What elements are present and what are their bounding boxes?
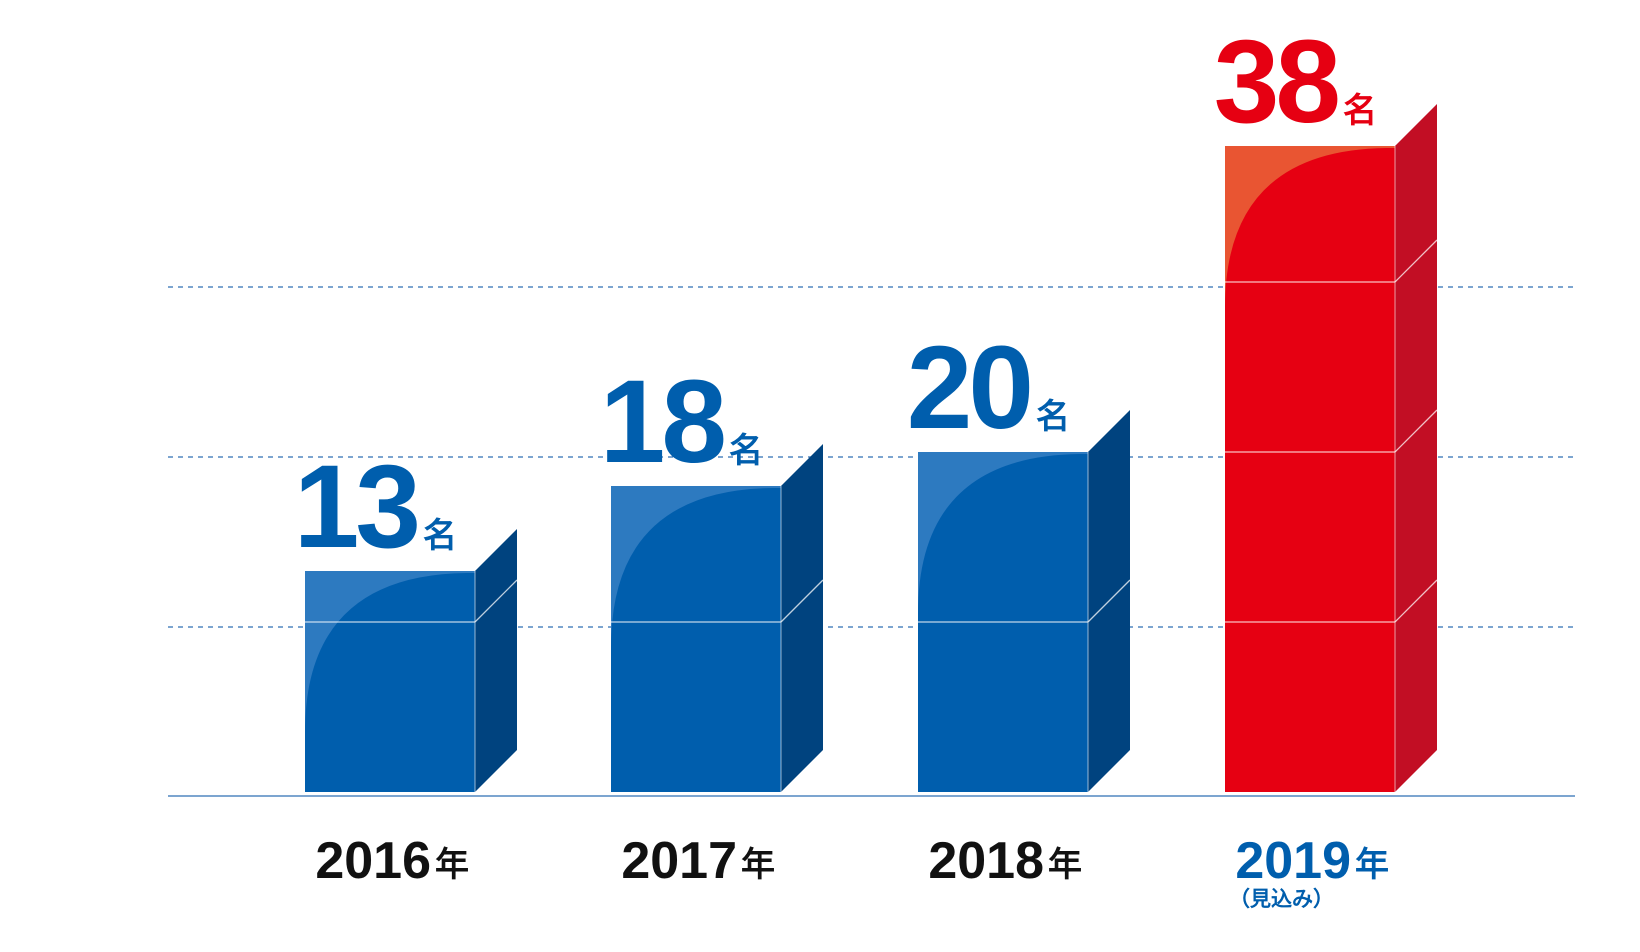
bar-2019 xyxy=(1225,104,1438,792)
year-label: 2016 xyxy=(315,832,431,890)
bar-2017 xyxy=(611,444,824,792)
year-unit-label: 年 xyxy=(435,845,469,885)
segment-divider-side xyxy=(780,579,824,623)
segment-divider-side xyxy=(474,579,518,623)
bar-front-face xyxy=(1225,146,1395,792)
bar-2018 xyxy=(918,410,1131,792)
segment-divider-side xyxy=(1394,579,1438,623)
value-unit-label: 名 xyxy=(729,431,763,471)
bar-gloss xyxy=(1225,146,1395,308)
year-unit-label: 年 xyxy=(1048,845,1082,885)
year-label: 2017 xyxy=(621,832,737,890)
year-unit-label: 年 xyxy=(741,845,775,885)
year-unit-label: 年 xyxy=(1355,845,1389,885)
value-unit-label: 名 xyxy=(1036,397,1070,437)
bar-gloss xyxy=(918,452,1088,614)
segment-divider-side xyxy=(1087,579,1131,623)
bar-side-face xyxy=(475,529,517,792)
value-label: 38 xyxy=(1214,16,1338,148)
value-unit-label: 名 xyxy=(1343,91,1377,131)
value-label: 18 xyxy=(600,356,724,488)
segment-divider-side xyxy=(1394,239,1438,283)
year-note-label: （見込み） xyxy=(1229,887,1334,911)
value-label: 13 xyxy=(294,441,418,573)
bar-side-face xyxy=(1395,104,1437,792)
year-label: 2018 xyxy=(928,832,1044,890)
value-unit-label: 名 xyxy=(423,516,457,556)
segment-divider-side xyxy=(1394,409,1438,453)
bar-gloss xyxy=(305,571,475,733)
year-label: 2019 xyxy=(1235,832,1351,890)
value-label: 20 xyxy=(907,322,1030,454)
bars-layer xyxy=(305,104,1438,792)
bar-2016 xyxy=(305,529,518,792)
bar-gloss xyxy=(611,486,781,648)
bar-side-face xyxy=(781,444,823,792)
